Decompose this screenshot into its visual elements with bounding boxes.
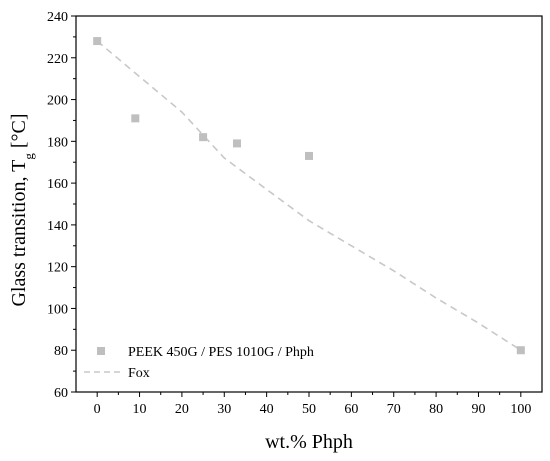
y-axis-title: Glass transition, Tg [°C] [8, 113, 36, 306]
y-tick-label: 100 [47, 302, 68, 317]
data-point [199, 133, 208, 142]
x-tick-label: 10 [133, 402, 147, 417]
x-axis-ticks: 0 10 20 30 40 50 60 70 80 90 100 [94, 392, 531, 417]
x-tick-label: 60 [344, 402, 358, 417]
y-axis-title-main: Glass transition, T [8, 160, 30, 307]
y-tick-label: 140 [47, 219, 68, 234]
y-tick-label: 160 [47, 177, 68, 192]
legend: PEEK 450G / PES 1010G / Phph Fox [84, 345, 314, 381]
x-tick-label: 80 [429, 402, 443, 417]
x-tick-label: 50 [302, 402, 316, 417]
data-point [516, 346, 525, 355]
data-point [93, 37, 102, 46]
legend-label-line: Fox [128, 366, 150, 381]
x-axis-title: wt.% Phph [265, 431, 353, 453]
fox-line [96, 40, 522, 351]
x-tick-label: 0 [94, 402, 101, 417]
plot-frame [75, 15, 543, 393]
x-tick-label: 70 [387, 402, 401, 417]
legend-label-scatter: PEEK 450G / PES 1010G / Phph [128, 345, 314, 360]
y-axis-title-unit: [°C] [8, 113, 30, 153]
axes [75, 15, 543, 393]
fox-line-series [96, 40, 522, 351]
y-tick-label: 240 [47, 10, 68, 25]
x-tick-label: 100 [510, 402, 531, 417]
y-tick-label: 60 [54, 386, 68, 401]
x-tick-label: 90 [471, 402, 485, 417]
x-tick-label: 20 [175, 402, 189, 417]
y-tick-label: 80 [54, 344, 68, 359]
y-axis-ticks: 60 80 100 120 140 160 180 200 220 240 [47, 10, 76, 401]
y-tick-label: 220 [47, 52, 68, 67]
y-tick-label: 120 [47, 261, 68, 276]
data-point [305, 151, 313, 160]
x-tick-label: 40 [260, 402, 274, 417]
y-axis-title-subscript: g [21, 153, 36, 160]
data-point [131, 114, 140, 123]
scatter-series [93, 37, 525, 355]
x-tick-label: 30 [217, 402, 231, 417]
data-point [232, 139, 241, 148]
legend-marker-scatter [97, 347, 105, 355]
y-tick-label: 200 [47, 94, 68, 109]
y-tick-label: 180 [47, 135, 68, 150]
